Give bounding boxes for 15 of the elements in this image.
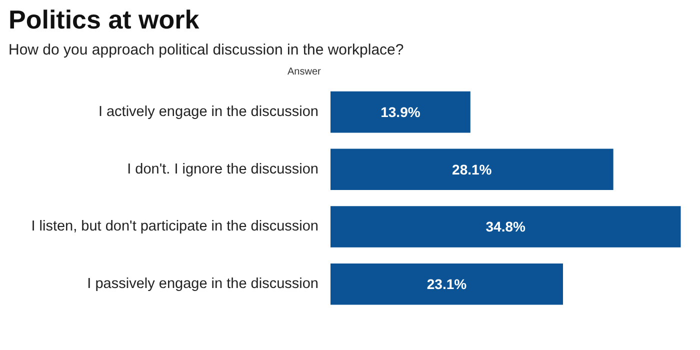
- y-tick-label: I actively engage in the discussion: [98, 104, 319, 120]
- text: How do you approach political discussion in the workplace?: [8, 42, 404, 58]
- y-tick-label: I don't. I ignore the discussion: [127, 161, 319, 178]
- data-label: 23.1%: [426, 276, 468, 292]
- bar: [330, 148, 614, 190]
- bar: [330, 263, 563, 305]
- bar: [330, 91, 470, 133]
- data-label: 28.1%: [452, 161, 492, 178]
- data-label: 13.9%: [380, 104, 421, 120]
- y-axis-title: Answer: [288, 66, 322, 78]
- text: Politics at work: [8, 4, 200, 34]
- data-label: 34.8%: [486, 218, 526, 235]
- y-tick-label: I passively engage in the discussion: [87, 276, 319, 292]
- bar: [330, 206, 681, 248]
- y-tick-label: I listen, but don't participate in the discussion: [31, 218, 318, 235]
